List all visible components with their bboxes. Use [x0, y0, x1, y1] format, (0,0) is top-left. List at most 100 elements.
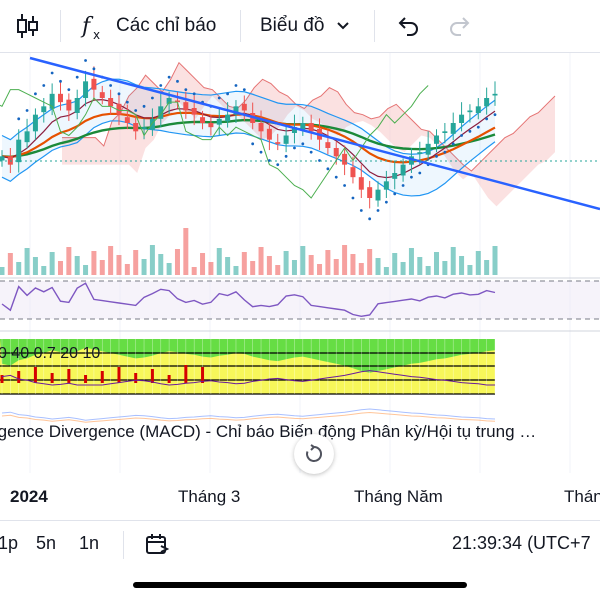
volume-bar — [434, 252, 440, 275]
sar-dot — [368, 217, 372, 221]
toolbar-divider — [374, 10, 375, 42]
sar-dot — [134, 109, 138, 112]
volume-bar — [133, 250, 139, 275]
candle-body — [375, 189, 381, 201]
rsi-band — [0, 281, 600, 319]
time-tick-may: Tháng Năm — [354, 487, 443, 506]
volume-bar — [475, 251, 481, 275]
chevron-down-icon — [337, 22, 350, 30]
bollinger-fill — [2, 79, 495, 196]
goto-date-icon[interactable] — [144, 532, 170, 563]
volume-bar — [383, 267, 389, 275]
volume-bar — [317, 264, 323, 275]
fx-icon: f x — [80, 14, 100, 41]
candle-body — [283, 135, 289, 144]
volume-bar — [233, 266, 239, 275]
sar-dot — [493, 113, 497, 117]
sar-dot — [151, 96, 154, 100]
range-1n-button[interactable]: 1n — [79, 533, 100, 553]
candle-body — [383, 181, 389, 190]
oscillator-bar — [67, 369, 71, 383]
volume-bar — [342, 245, 348, 275]
volume-bar — [74, 256, 80, 275]
candle-body — [24, 131, 30, 143]
volume-bar — [174, 249, 180, 275]
toolbar-divider — [60, 10, 61, 42]
reset-chart-button[interactable] — [294, 434, 334, 474]
candle-body — [32, 114, 38, 132]
candle-body — [57, 93, 63, 103]
candle-body — [291, 127, 297, 133]
time-tick-march: Tháng 3 — [178, 487, 241, 506]
macd-signal — [1, 411, 496, 423]
range-5n-button[interactable]: 5n — [36, 533, 57, 553]
volume-bar — [417, 257, 423, 275]
oscillator-bar — [184, 365, 188, 383]
macd-legend[interactable]: rgence Divergence (MACD) - Chỉ báo Biến … — [0, 421, 600, 443]
oscillator-bar — [33, 367, 37, 383]
candle-body — [0, 156, 5, 161]
undo-icon[interactable] — [394, 0, 420, 52]
volume-bar — [158, 254, 164, 275]
volume-bar — [308, 255, 314, 275]
candle-body — [417, 152, 423, 154]
candle-body — [325, 142, 331, 148]
volume-bar — [32, 257, 38, 275]
oscillator-bar — [17, 371, 21, 383]
refresh-icon — [306, 444, 323, 462]
bottom-divider — [123, 531, 124, 559]
volume-bar — [375, 258, 381, 275]
sar-dot — [34, 92, 37, 96]
sar-dot — [117, 92, 121, 96]
candle-body — [475, 106, 481, 113]
candle-body — [41, 106, 47, 113]
volume-bar — [116, 255, 122, 275]
candle-body — [141, 127, 147, 129]
candle-body — [367, 187, 373, 198]
sar-dot — [451, 142, 455, 146]
indicators-button[interactable]: f x Các chỉ báo — [80, 0, 216, 52]
oscillator-bar — [50, 373, 54, 383]
oscillator-bar — [150, 369, 154, 383]
price-chart[interactable] — [0, 53, 600, 515]
sar-dot — [92, 67, 96, 71]
svg-text:f: f — [80, 14, 94, 39]
volume-bar — [66, 247, 72, 275]
clock-timezone[interactable]: 21:39:34 (UTC+7 — [452, 533, 591, 553]
chart-type-button[interactable]: Biểu đồ — [260, 0, 354, 52]
candles-icon[interactable] — [14, 0, 40, 52]
volume-bar — [367, 249, 373, 275]
volume-bar — [191, 267, 197, 275]
candle-body — [233, 106, 239, 115]
sar-dot — [284, 154, 288, 158]
sar-dot — [84, 59, 87, 62]
bottom-toolbar: 1p 5n 1n 21:39:34 (UTC+7 — [0, 520, 600, 569]
candle-body — [442, 131, 448, 133]
volume-bar — [41, 266, 47, 275]
volume-bar — [225, 257, 231, 275]
sar-dot — [226, 92, 230, 96]
toolbar-divider — [240, 10, 241, 42]
time-tick-2024: 2024 — [10, 487, 48, 506]
range-1p-button[interactable]: 1p — [0, 533, 19, 553]
volume-bar — [208, 262, 214, 275]
sar-dot — [418, 171, 422, 175]
redo-icon[interactable] — [448, 0, 474, 52]
sar-dot — [443, 150, 447, 154]
candle-body — [158, 106, 164, 119]
macd-legend-text: rgence Divergence (MACD) - Chỉ báo Biến … — [0, 422, 537, 441]
chart-area[interactable] — [0, 53, 600, 515]
candle-body — [16, 139, 22, 163]
volume-bar — [258, 247, 264, 275]
volume-bar — [450, 247, 456, 275]
cloud-span-a — [62, 61, 556, 172]
sar-dot — [67, 88, 71, 92]
sar-dot — [326, 167, 330, 171]
volume-bar — [166, 263, 172, 275]
sar-dot — [242, 88, 246, 92]
sar-dot — [125, 100, 129, 104]
volume-bar — [141, 259, 147, 275]
candle-body — [450, 123, 456, 134]
oscillator-bar — [100, 371, 104, 383]
volume-bar — [392, 253, 398, 275]
